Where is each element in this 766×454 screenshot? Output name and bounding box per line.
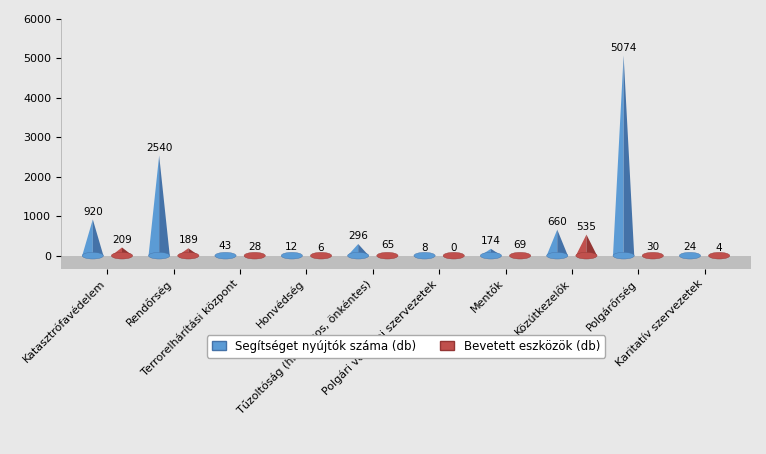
Text: 43: 43: [219, 241, 232, 251]
Ellipse shape: [244, 252, 265, 259]
Text: 6: 6: [318, 242, 324, 252]
Polygon shape: [292, 255, 303, 256]
Polygon shape: [377, 253, 388, 256]
Polygon shape: [613, 55, 624, 256]
Polygon shape: [653, 255, 663, 256]
Polygon shape: [244, 255, 255, 256]
Polygon shape: [520, 253, 531, 256]
Text: 65: 65: [381, 240, 394, 250]
Ellipse shape: [547, 252, 568, 259]
Ellipse shape: [444, 252, 464, 259]
Polygon shape: [576, 235, 587, 256]
Text: 296: 296: [349, 231, 368, 241]
Polygon shape: [348, 244, 358, 256]
Polygon shape: [215, 254, 225, 256]
Ellipse shape: [178, 252, 199, 259]
Ellipse shape: [310, 252, 332, 259]
Polygon shape: [624, 55, 634, 256]
Ellipse shape: [576, 252, 597, 259]
Polygon shape: [509, 253, 520, 256]
Text: 5074: 5074: [611, 43, 637, 53]
Ellipse shape: [642, 252, 663, 259]
Text: 189: 189: [178, 236, 198, 246]
Polygon shape: [690, 255, 701, 256]
Polygon shape: [358, 244, 368, 256]
Text: 24: 24: [683, 242, 696, 252]
Text: 2540: 2540: [146, 143, 172, 153]
Ellipse shape: [149, 252, 170, 259]
Text: 8: 8: [421, 242, 428, 252]
Text: 28: 28: [248, 242, 261, 252]
Ellipse shape: [82, 252, 103, 259]
Polygon shape: [159, 155, 170, 256]
Polygon shape: [480, 249, 491, 256]
Ellipse shape: [281, 252, 303, 259]
Text: 4: 4: [716, 243, 722, 253]
Ellipse shape: [348, 252, 368, 259]
Polygon shape: [122, 247, 133, 256]
Polygon shape: [61, 256, 751, 269]
Text: 660: 660: [548, 217, 567, 227]
Polygon shape: [188, 248, 199, 256]
Polygon shape: [281, 255, 292, 256]
Polygon shape: [642, 255, 653, 256]
Ellipse shape: [414, 252, 435, 259]
Text: 174: 174: [481, 236, 501, 246]
Polygon shape: [679, 255, 690, 256]
Polygon shape: [225, 254, 236, 256]
Polygon shape: [491, 249, 502, 256]
Text: 209: 209: [112, 235, 132, 245]
Polygon shape: [557, 230, 568, 256]
Text: 920: 920: [83, 207, 103, 217]
Polygon shape: [388, 253, 398, 256]
Legend: Segítséget nyújtók száma (db), Bevetett eszközök (db): Segítséget nyújtók száma (db), Bevetett …: [207, 335, 605, 358]
Ellipse shape: [679, 252, 701, 259]
Polygon shape: [547, 230, 557, 256]
Ellipse shape: [377, 252, 398, 259]
Ellipse shape: [480, 252, 502, 259]
Text: 69: 69: [513, 240, 527, 250]
Polygon shape: [255, 255, 265, 256]
Ellipse shape: [215, 252, 236, 259]
Ellipse shape: [509, 252, 531, 259]
Ellipse shape: [709, 252, 730, 259]
Polygon shape: [111, 247, 122, 256]
Polygon shape: [178, 248, 188, 256]
Ellipse shape: [613, 252, 634, 259]
Polygon shape: [149, 155, 159, 256]
Text: 30: 30: [647, 242, 660, 252]
Text: 0: 0: [450, 243, 457, 253]
Polygon shape: [93, 219, 103, 256]
Text: 535: 535: [577, 222, 597, 232]
Text: 12: 12: [285, 242, 299, 252]
Polygon shape: [82, 219, 93, 256]
Polygon shape: [587, 235, 597, 256]
Ellipse shape: [111, 252, 133, 259]
